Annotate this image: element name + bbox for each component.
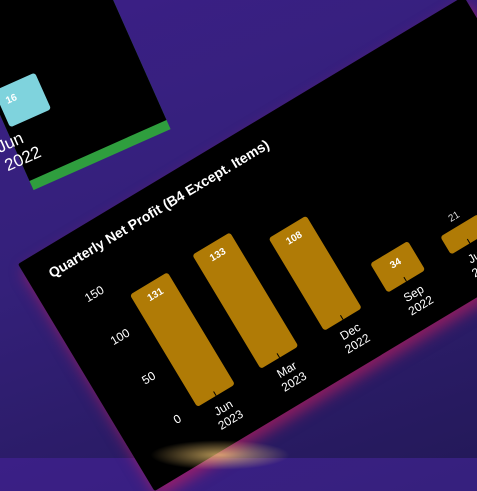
bar — [371, 242, 425, 292]
y-tick-label: 0 — [171, 411, 184, 427]
x-tick-label: Mar2023 — [272, 357, 310, 395]
bar — [130, 273, 234, 406]
bar — [441, 215, 477, 254]
x-tick-mark — [403, 276, 407, 282]
bar — [269, 216, 361, 330]
x-tick-label: Jun2022 — [462, 242, 477, 280]
bottom-glow — [150, 440, 290, 470]
bar-value-label: 21 — [447, 209, 463, 224]
x-tick-mark — [340, 314, 344, 320]
y-tick-label: 100 — [108, 326, 133, 348]
x-tick-mark — [466, 238, 471, 244]
x-tick-label: Dec2022 — [335, 318, 373, 356]
bar-value-label: 34 — [388, 256, 404, 271]
x-tick-label: Sep2022 — [399, 280, 437, 318]
x-tick-label: Jun2023 — [208, 395, 246, 433]
y-tick-label: 150 — [82, 283, 107, 305]
x-tick-mark — [213, 391, 217, 397]
bar — [193, 233, 298, 368]
y-tick-label: 50 — [139, 368, 158, 387]
x-tick-mark — [276, 353, 281, 358]
